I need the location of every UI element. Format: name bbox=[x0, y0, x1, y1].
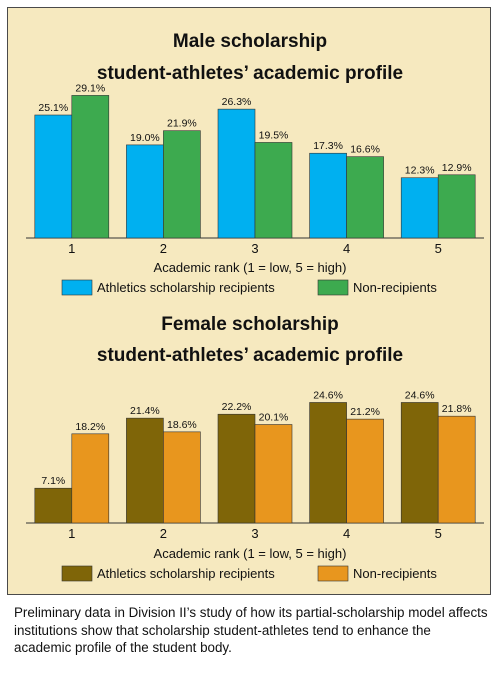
male-bar-non-3 bbox=[254, 142, 293, 239]
female-chart-title-line2: student-athletes’ academic profile bbox=[97, 345, 403, 366]
male-data-label-recipients-3: 26.3% bbox=[222, 96, 252, 108]
male-bar-recipients-4 bbox=[309, 152, 347, 239]
male-data-label-non-1: 29.1% bbox=[75, 82, 105, 94]
female-tick-label-2: 2 bbox=[160, 526, 167, 541]
female-data-label-non-1: 18.2% bbox=[75, 421, 105, 433]
male-bar-recipients-5 bbox=[400, 177, 439, 239]
female-bar-recipients-5 bbox=[400, 402, 439, 524]
male-data-label-recipients-2: 19.0% bbox=[130, 132, 160, 144]
male-data-label-non-3: 19.5% bbox=[259, 129, 289, 141]
male-bar-non-1 bbox=[71, 95, 110, 239]
female-bar-recipients-3 bbox=[217, 413, 256, 524]
male-bar-non-4 bbox=[346, 156, 384, 239]
male-legend-swatch-non bbox=[317, 279, 349, 296]
female-data-label-non-2: 18.6% bbox=[167, 419, 197, 431]
male-tick-label-5: 5 bbox=[435, 241, 442, 256]
female-data-label-recipients-3: 22.2% bbox=[222, 401, 252, 413]
female-tick-label-5: 5 bbox=[435, 526, 442, 541]
female-x-axis-label: Academic rank (1 = low, 5 = high) bbox=[154, 546, 347, 561]
male-tick-label-1: 1 bbox=[68, 241, 75, 256]
female-tick-label-3: 3 bbox=[251, 526, 258, 541]
male-bars-group: 25.1% 29.1% 1 19.0% 21.9% 2 26.3% 19.5% 3 17.3% 16… bbox=[26, 82, 484, 256]
male-data-label-non-5: 12.9% bbox=[442, 162, 472, 174]
male-chart-title-line1: Male scholarship bbox=[173, 31, 327, 52]
female-data-label-recipients-5: 24.6% bbox=[405, 389, 435, 401]
female-bar-non-1 bbox=[71, 433, 110, 524]
male-legend-label-non: Non-recipients bbox=[353, 280, 437, 295]
male-data-label-recipients-1: 25.1% bbox=[38, 102, 68, 114]
female-legend-label-recipients: Athletics scholarship recipients bbox=[97, 566, 275, 581]
female-bar-non-5 bbox=[437, 415, 476, 524]
male-bar-recipients-1 bbox=[34, 114, 73, 239]
female-data-label-non-3: 20.1% bbox=[259, 412, 289, 424]
female-bar-recipients-1 bbox=[34, 487, 73, 524]
female-data-label-non-5: 21.8% bbox=[442, 403, 472, 415]
female-bar-non-4 bbox=[346, 418, 384, 524]
male-bar-non-5 bbox=[437, 174, 476, 239]
male-x-axis-label: Academic rank (1 = low, 5 = high) bbox=[154, 260, 347, 275]
female-tick-label-4: 4 bbox=[343, 526, 350, 541]
male-data-label-non-2: 21.9% bbox=[167, 118, 197, 130]
male-bar-non-2 bbox=[163, 130, 201, 239]
female-bars-group: 7.1% 18.2% 1 21.4% 18.6% 2 22.2% 20.1% 3 24.6% 21.… bbox=[26, 389, 484, 541]
female-legend-swatch-non bbox=[317, 565, 349, 582]
caption-text: Preliminary data in Division II’s study … bbox=[14, 605, 488, 655]
male-bar-recipients-2 bbox=[126, 144, 164, 239]
male-legend-swatch-recipients bbox=[61, 279, 93, 296]
female-bar-recipients-4 bbox=[309, 402, 347, 524]
male-bar-recipients-3 bbox=[217, 108, 256, 239]
male-tick-label-3: 3 bbox=[251, 241, 258, 256]
charts-svg: Male scholarship student-athletes’ acade… bbox=[26, 31, 484, 582]
female-data-label-non-4: 21.2% bbox=[350, 406, 380, 418]
male-data-label-non-4: 16.6% bbox=[350, 144, 380, 156]
male-data-label-recipients-4: 17.3% bbox=[313, 140, 343, 152]
male-data-label-recipients-5: 12.3% bbox=[405, 165, 435, 177]
female-legend-label-non: Non-recipients bbox=[353, 566, 437, 581]
female-data-label-recipients-4: 24.6% bbox=[313, 389, 343, 401]
female-data-label-recipients-2: 21.4% bbox=[130, 405, 160, 417]
female-bar-non-2 bbox=[163, 431, 201, 524]
female-chart-title-line1: Female scholarship bbox=[161, 314, 338, 335]
male-chart-title-line2: student-athletes’ academic profile bbox=[97, 63, 403, 84]
female-tick-label-1: 1 bbox=[68, 526, 75, 541]
female-bar-non-3 bbox=[254, 424, 293, 524]
female-data-label-recipients-1: 7.1% bbox=[41, 475, 65, 487]
female-bar-recipients-2 bbox=[126, 417, 164, 524]
male-tick-label-2: 2 bbox=[160, 241, 167, 256]
male-tick-label-4: 4 bbox=[343, 241, 350, 256]
female-legend-swatch-recipients bbox=[61, 565, 93, 582]
male-legend-label-recipients: Athletics scholarship recipients bbox=[97, 280, 275, 295]
